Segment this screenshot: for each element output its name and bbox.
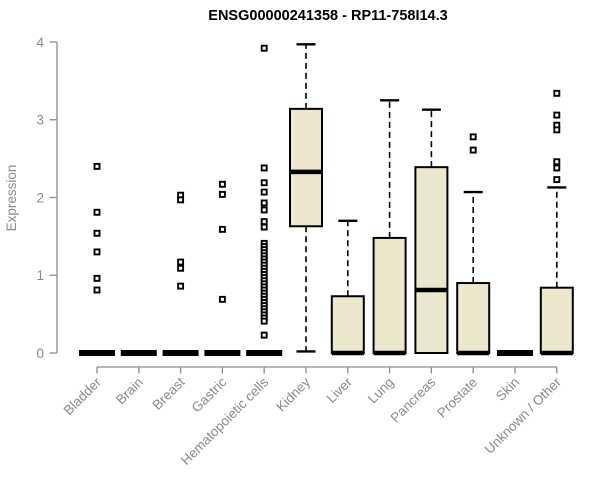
outlier-point	[260, 188, 268, 196]
outlier-point	[177, 264, 185, 272]
box-breast	[162, 191, 199, 356]
box-bladder	[79, 162, 115, 356]
box-liver	[330, 219, 365, 356]
outlier-point	[93, 162, 101, 170]
outlier-point	[260, 223, 268, 231]
outlier-point	[469, 133, 477, 141]
iqr-box	[289, 107, 323, 228]
outlier-point	[177, 196, 185, 204]
iqr-box	[414, 166, 449, 354]
box-pancreas	[414, 108, 449, 354]
x-category-label: Gastric	[189, 374, 230, 415]
outlier-point	[260, 44, 268, 52]
outlier-point	[218, 190, 226, 198]
outlier-point	[93, 229, 101, 237]
x-category-label: Lung	[365, 375, 397, 407]
outlier-point	[260, 206, 268, 214]
y-tick-label: 1	[36, 268, 44, 283]
x-category-label: Brain	[113, 375, 146, 408]
y-tick-label: 0	[36, 346, 44, 361]
outlier-point	[93, 286, 101, 294]
iqr-box	[372, 236, 407, 354]
x-category-label: Kidney	[273, 374, 313, 414]
x-category-label: Breast	[150, 374, 188, 412]
iqr-box	[539, 286, 574, 354]
box-skin	[497, 350, 533, 356]
outlier-point	[177, 282, 185, 290]
outlier-point	[93, 208, 101, 216]
x-category-label: Prostate	[434, 375, 480, 421]
outlier-point	[177, 258, 185, 266]
outlier-point	[553, 176, 561, 184]
outlier-point	[93, 248, 101, 256]
box-hematopoietic-cells	[246, 44, 283, 356]
outlier-point	[93, 274, 101, 282]
x-category-label: Pancreas	[388, 374, 439, 425]
outlier-point	[553, 89, 561, 97]
outlier-point	[260, 199, 268, 207]
iqr-box	[456, 282, 491, 354]
x-category-label: Unknown / Other	[482, 374, 565, 457]
outlier-point	[218, 225, 226, 233]
outlier-point	[260, 164, 268, 172]
y-axis: 0 1 2 3 4	[36, 35, 58, 361]
outlier-point	[553, 111, 561, 119]
collapsed-box	[246, 350, 283, 356]
box-lung	[372, 99, 407, 356]
outlier-point	[553, 164, 561, 172]
outlier-point	[218, 295, 226, 303]
x-category-label: Skin	[493, 375, 522, 404]
collapsed-box	[162, 350, 199, 356]
box-gastric	[204, 180, 241, 356]
y-tick-label: 2	[36, 190, 44, 205]
y-axis-label: Expression	[4, 165, 19, 232]
y-tick-label: 4	[36, 35, 44, 50]
outlier-point	[469, 146, 477, 154]
collapsed-box	[497, 350, 533, 356]
outlier-point	[260, 317, 268, 325]
outlier-point	[260, 218, 268, 226]
x-category-label: Bladder	[61, 374, 105, 418]
chart-title: ENSG00000241358 - RP11-758I14.3	[208, 8, 447, 24]
outlier-point	[260, 331, 268, 339]
x-category-label: Liver	[324, 374, 356, 406]
box-brain	[120, 350, 157, 356]
box-layer	[79, 43, 574, 356]
iqr-box	[330, 295, 365, 354]
outlier-point	[218, 180, 226, 188]
box-unknown-other	[539, 89, 574, 356]
collapsed-box	[79, 350, 115, 356]
y-tick-label: 3	[36, 113, 44, 128]
box-kidney	[289, 43, 323, 353]
outlier-point	[553, 158, 561, 166]
outlier-point	[260, 179, 268, 187]
outlier-point	[553, 126, 561, 134]
collapsed-box	[120, 350, 157, 356]
collapsed-box	[204, 350, 241, 356]
box-prostate	[456, 133, 491, 356]
